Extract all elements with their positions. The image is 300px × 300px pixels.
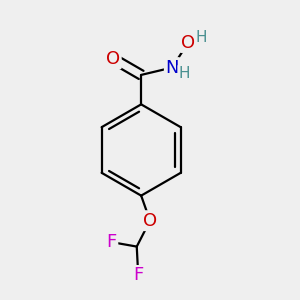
Text: O: O: [143, 212, 157, 230]
Text: O: O: [181, 34, 195, 52]
Text: H: H: [196, 30, 207, 45]
Text: F: F: [133, 266, 143, 284]
Text: H: H: [179, 66, 190, 81]
Text: O: O: [106, 50, 120, 68]
Text: N: N: [165, 58, 179, 76]
Text: F: F: [106, 233, 117, 251]
